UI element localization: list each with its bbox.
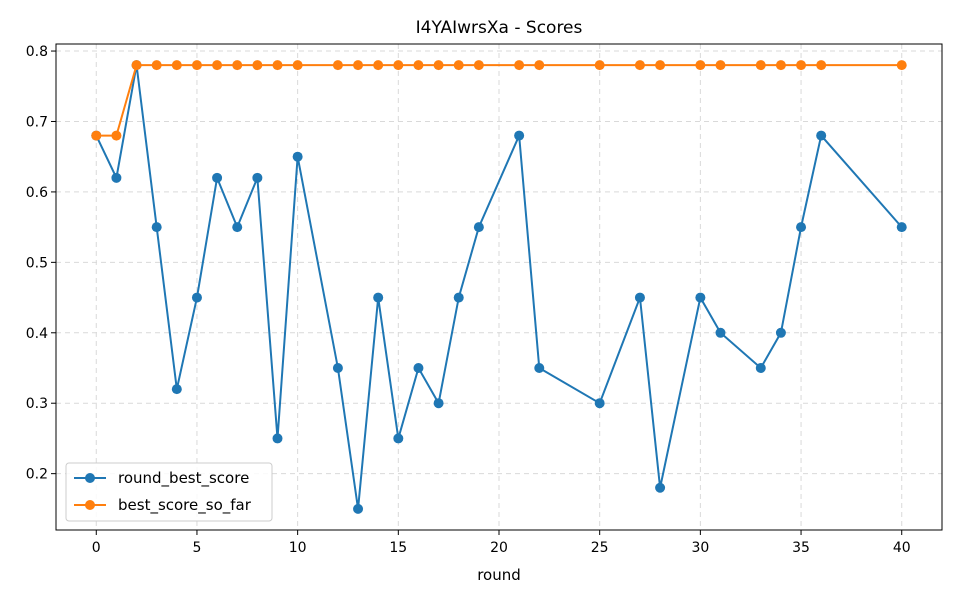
- series-layer: [91, 60, 907, 514]
- data-point-round_best_score: [353, 503, 364, 514]
- data-point-round_best_score: [594, 398, 605, 409]
- data-point-round_best_score: [816, 130, 827, 141]
- axes-ticks: 0 5 10 15 20 25 30 35 40 0.2 0.3 0.4 0.5 0.6 0.7 0.8: [26, 44, 911, 556]
- data-point-best_score_so_far: [755, 60, 766, 71]
- data-point-best_score_so_far: [473, 60, 484, 71]
- legend-box: [65, 462, 273, 522]
- data-point-best_score_so_far: [655, 60, 666, 71]
- data-point-round_best_score: [373, 292, 384, 303]
- x-tick-label: 0: [92, 540, 101, 556]
- data-point-best_score_so_far: [171, 60, 182, 71]
- data-point-best_score_so_far: [433, 60, 444, 71]
- data-point-round_best_score: [232, 222, 243, 233]
- x-axis-label: round: [477, 566, 521, 584]
- y-tick-label: 0.3: [26, 396, 48, 412]
- data-point-best_score_so_far: [634, 60, 645, 71]
- y-tick-label: 0.8: [26, 44, 48, 60]
- y-tick-label: 0.7: [26, 114, 48, 130]
- data-point-round_best_score: [634, 292, 645, 303]
- data-point-best_score_so_far: [292, 60, 303, 71]
- data-point-best_score_so_far: [111, 130, 122, 141]
- chart-title: I4YAIwrsXa - Scores: [416, 18, 583, 38]
- data-point-best_score_so_far: [534, 60, 545, 71]
- series-round_best_score: [91, 60, 907, 514]
- x-tick-label: 35: [792, 540, 810, 556]
- data-point-best_score_so_far: [252, 60, 263, 71]
- grid: [56, 44, 942, 530]
- data-point-best_score_so_far: [695, 60, 706, 71]
- data-point-best_score_so_far: [715, 60, 726, 71]
- data-point-round_best_score: [212, 172, 223, 183]
- data-point-round_best_score: [715, 327, 726, 338]
- data-point-round_best_score: [896, 222, 907, 233]
- data-point-best_score_so_far: [816, 60, 827, 71]
- legend-label: best_score_so_far: [118, 496, 252, 515]
- y-tick-label: 0.5: [26, 255, 48, 271]
- data-point-round_best_score: [695, 292, 706, 303]
- data-point-round_best_score: [534, 363, 545, 373]
- series-best_score_so_far: [91, 60, 907, 141]
- data-point-round_best_score: [796, 222, 807, 233]
- data-point-best_score_so_far: [353, 60, 364, 71]
- data-point-best_score_so_far: [131, 60, 142, 71]
- data-point-round_best_score: [413, 363, 424, 373]
- data-point-best_score_so_far: [393, 60, 404, 71]
- x-tick-label: 30: [691, 540, 709, 556]
- data-point-best_score_so_far: [453, 60, 464, 71]
- data-point-best_score_so_far: [796, 60, 807, 71]
- data-point-best_score_so_far: [413, 60, 424, 71]
- y-tick-label: 0.2: [26, 467, 48, 483]
- data-point-best_score_so_far: [775, 60, 786, 71]
- x-tick-label: 5: [192, 540, 201, 556]
- legend: round_best_score best_score_so_far: [65, 462, 273, 522]
- legend-item-round_best_score: round_best_score: [74, 469, 249, 488]
- data-point-round_best_score: [292, 151, 303, 162]
- data-point-round_best_score: [755, 363, 766, 373]
- data-point-round_best_score: [453, 292, 464, 303]
- data-point-round_best_score: [332, 363, 343, 373]
- x-tick-label: 20: [490, 540, 508, 556]
- data-point-round_best_score: [514, 130, 525, 141]
- data-point-round_best_score: [111, 172, 122, 183]
- data-point-best_score_so_far: [332, 60, 343, 71]
- data-point-round_best_score: [191, 292, 202, 303]
- data-point-best_score_so_far: [514, 60, 525, 71]
- data-point-best_score_so_far: [594, 60, 605, 71]
- data-point-round_best_score: [151, 222, 162, 233]
- y-tick-label: 0.4: [26, 326, 48, 342]
- data-point-round_best_score: [433, 398, 444, 409]
- y-tick-label: 0.6: [26, 185, 48, 201]
- data-point-round_best_score: [272, 433, 283, 444]
- data-point-round_best_score: [775, 327, 786, 338]
- legend-label: round_best_score: [118, 469, 249, 488]
- data-point-best_score_so_far: [212, 60, 223, 71]
- legend-marker: [85, 500, 95, 510]
- data-point-round_best_score: [393, 433, 404, 444]
- x-tick-label: 10: [289, 540, 307, 556]
- data-point-best_score_so_far: [373, 60, 384, 71]
- legend-marker: [85, 473, 95, 483]
- data-point-best_score_so_far: [272, 60, 283, 71]
- data-point-best_score_so_far: [232, 60, 243, 71]
- data-point-round_best_score: [655, 482, 666, 493]
- data-point-best_score_so_far: [91, 130, 102, 141]
- data-point-best_score_so_far: [896, 60, 907, 71]
- x-tick-label: 15: [389, 540, 407, 556]
- data-point-round_best_score: [473, 222, 484, 233]
- data-point-round_best_score: [252, 172, 263, 183]
- legend-item-best_score_so_far: best_score_so_far: [74, 496, 252, 515]
- x-tick-label: 40: [893, 540, 911, 556]
- data-point-round_best_score: [171, 384, 182, 395]
- x-tick-label: 25: [591, 540, 609, 556]
- data-point-best_score_so_far: [151, 60, 162, 71]
- data-point-best_score_so_far: [191, 60, 202, 71]
